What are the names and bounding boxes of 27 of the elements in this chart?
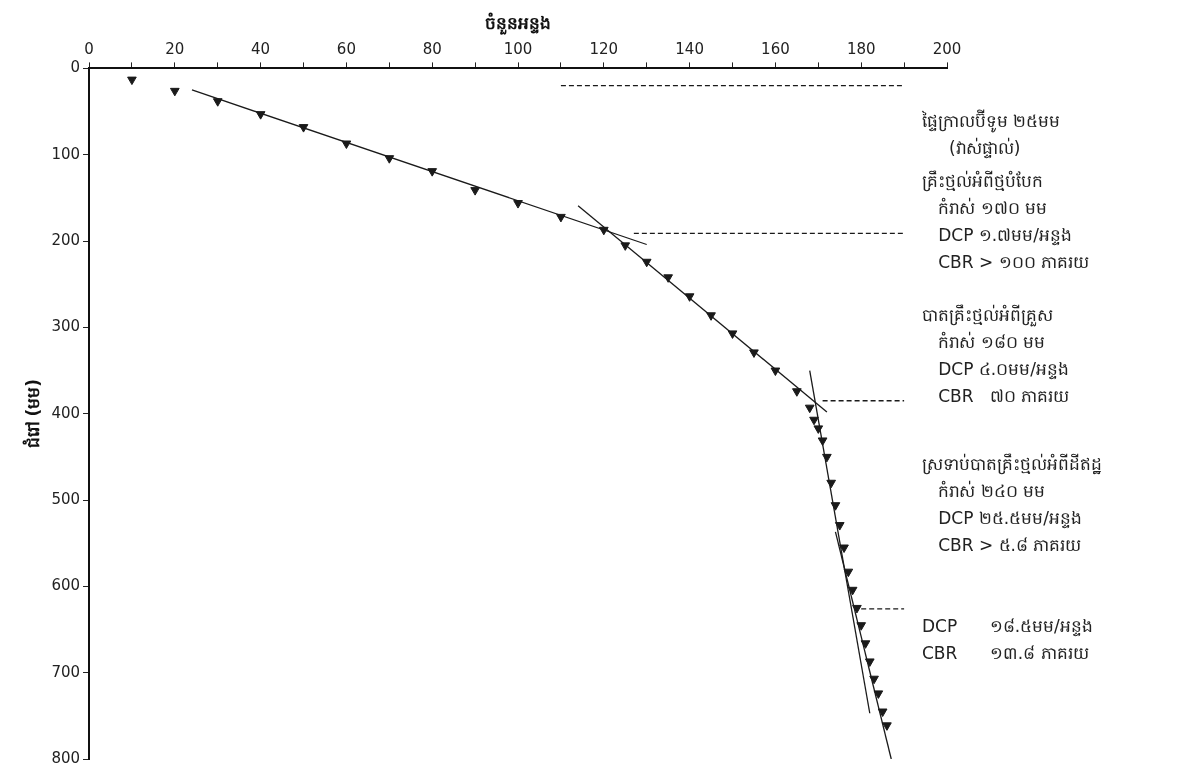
- x-tick-label: 100: [503, 40, 533, 59]
- x-tick-label: 20: [165, 40, 185, 59]
- y-tick-label: 200: [51, 230, 81, 249]
- annotation: ស្រទាប់បាតគ្រឹះថ្មល់អំពីដីឥដ្ឋ កំរាស់ ២៤០ មម DCP ២៥.៥មម/អន្ទង CBR > ៥.៨ ភាគរយ: [922, 452, 1102, 557]
- y-tick-label: 400: [51, 403, 81, 422]
- annotation: DCP ១៨.៥មម/អន្ទង CBR ១៣.៨ ភាគរយ: [922, 615, 1093, 665]
- x-tick-label: 160: [761, 40, 790, 59]
- y-tick-label: 600: [51, 576, 81, 595]
- y-axis-title: ជំរៅ (មម): [21, 378, 43, 449]
- y-tick-label: 100: [51, 144, 81, 163]
- annotation: គ្រឹះថ្មល់អំពីថ្មបំបែក កំរាស់ ១៧០ មម DCP ១.៧មម/អន្ទង CBR > ១០០ ភាគរយ: [922, 169, 1090, 274]
- x-tick-label: 140: [675, 40, 704, 59]
- y-tick-label: 0: [70, 58, 81, 77]
- x-tick-label: 0: [84, 40, 94, 59]
- y-tick-label: 800: [51, 748, 81, 767]
- x-tick-label: 60: [336, 40, 356, 59]
- y-tick-label: 300: [51, 317, 81, 336]
- annotation: បាតគ្រឹះថ្មល់អំពីគ្រួស កំរាស់ ១៨០ មម DCP ៤.០មម/អន្ទង CBR ៧០ ភាគរយ: [922, 303, 1070, 408]
- x-tick-label: 80: [422, 40, 442, 59]
- x-tick-label: 180: [846, 40, 876, 59]
- x-axis-title: ចំនួនអន្ទង: [485, 11, 552, 35]
- y-tick-label: 500: [51, 489, 81, 508]
- x-tick-label: 40: [251, 40, 271, 59]
- x-tick-label: 120: [589, 40, 619, 59]
- y-tick-label: 700: [51, 662, 81, 681]
- annotation: ផ្ទៃក្រាលប៊ីទូម ២៥មម (វាស់ផ្ទាល់): [922, 108, 1061, 161]
- x-tick-label: 200: [932, 40, 962, 59]
